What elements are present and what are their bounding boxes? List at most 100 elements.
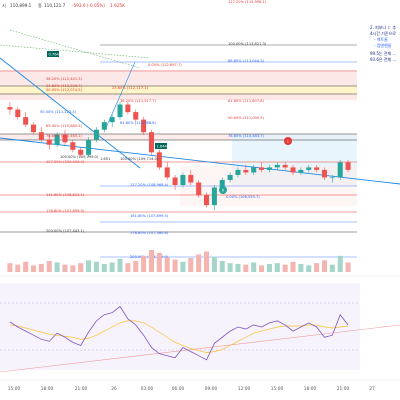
fib-label: 23.60% (112,226.7) <box>46 84 83 88</box>
fib-label: 200.00% (107,443.1) <box>46 229 85 233</box>
volume-bar <box>329 264 335 272</box>
candle-body <box>321 169 327 178</box>
candle-body <box>290 167 296 173</box>
volume-bar <box>46 261 52 272</box>
header-volume: 1.925K <box>110 3 125 8</box>
volume-bar <box>306 265 312 272</box>
time-axis-label: 03:00 <box>141 386 154 392</box>
candle-body <box>306 167 312 170</box>
fib-label: 0.00% (112,897.7) <box>148 63 182 67</box>
price-badges: 0.764 1.644 1.651 <box>47 51 168 161</box>
left-badge-bg <box>47 51 59 57</box>
volume-bar <box>86 260 92 272</box>
top-marker: 1 <box>287 140 289 144</box>
fib-label: 127.20% (109,453.4) <box>46 160 85 164</box>
fib-label: 100.00% (113,621.3) <box>228 42 267 46</box>
header-change: -593.6 (-0.05%) <box>72 3 105 8</box>
candle-body <box>211 187 217 206</box>
volume-bar <box>274 263 280 272</box>
candle-body <box>243 169 249 173</box>
volume-bar <box>31 265 37 272</box>
candle-body <box>7 107 13 110</box>
fib-label: 38.20% (112,441.3) <box>46 77 83 81</box>
fib-label: 50.00% (111,090.5) <box>228 116 265 120</box>
left-badge: 0.764 <box>49 53 60 57</box>
volume-bar <box>141 255 147 272</box>
trend-lines <box>0 29 400 185</box>
time-axis-label: 27 <box>369 386 375 392</box>
fib-label: 178.60% (107,899.9) <box>46 209 85 213</box>
resistance-zone-yellow <box>0 86 357 94</box>
candle-body <box>93 129 99 140</box>
bottom-marker: 0 <box>222 189 225 193</box>
candle-body <box>86 139 92 155</box>
dotted-guide-line <box>0 44 151 59</box>
volume-bar <box>125 263 131 272</box>
volume-bars <box>7 250 351 272</box>
volume-bar <box>70 265 76 272</box>
right-badge-bg <box>155 143 167 149</box>
fib-label: 100.00% (109,714.0) <box>120 157 159 161</box>
candle-body <box>101 122 107 130</box>
candle-body <box>15 109 21 118</box>
volume-bar <box>62 264 68 272</box>
fib-label: 50.00% (112,074.5) <box>46 88 83 92</box>
time-axis-label: 15:00 <box>8 386 21 392</box>
fib-label: 61.80% (110,968.6) <box>120 121 157 125</box>
volume-bar <box>172 259 178 272</box>
candle-body <box>298 169 304 173</box>
candle-body <box>164 167 170 178</box>
candle-body <box>188 174 194 183</box>
volume-bar <box>38 263 44 272</box>
volume-bar <box>314 263 320 272</box>
volume-bar <box>290 261 296 272</box>
candle-body <box>133 112 139 120</box>
volume-bar <box>133 261 139 272</box>
time-axis-label: 26 <box>111 386 117 392</box>
fib-label: 23.60% (112,117.1) <box>112 86 149 90</box>
volume-bar <box>196 254 202 272</box>
candle-body <box>282 164 288 168</box>
note-line-1: 2. 피보나 ㄷ 추 <box>370 24 396 30</box>
fib-labels: 127.20% (115,998.1) 100.00% (113,621.3) 88… <box>40 0 267 259</box>
volume-bar <box>164 257 170 272</box>
fib-label: 141.80% (108,623.1) <box>46 193 85 197</box>
note-line-3: - 액트롬 <box>374 36 388 42</box>
right-badge: 1.644 <box>157 145 168 149</box>
volume-bar <box>243 264 249 272</box>
candles <box>7 102 351 211</box>
candle-body <box>251 167 257 173</box>
volume-bar <box>117 258 123 272</box>
fib-label: 38.20% (111,517.7) <box>120 99 157 103</box>
candle-body <box>70 142 76 150</box>
time-axis-label: 21:00 <box>337 386 350 392</box>
time-axis-label: 15:00 <box>271 386 284 392</box>
volume-bar <box>180 261 186 272</box>
candle-body <box>266 167 272 170</box>
volume-bar <box>211 256 217 272</box>
time-axis-label: 21:00 <box>75 386 88 392</box>
rsi-background <box>0 283 360 370</box>
volume-bar <box>101 263 107 272</box>
volume-bar <box>109 262 115 272</box>
volume-bar <box>7 263 13 272</box>
candle-body <box>314 167 320 170</box>
candle-body <box>54 134 60 145</box>
candle-body <box>180 174 186 186</box>
time-axis-label: 18:00 <box>41 386 54 392</box>
volume-bar <box>337 255 343 272</box>
candle-body <box>204 195 210 206</box>
fib-label: 78.60% (110,465.1) <box>46 134 83 138</box>
volume-bar <box>298 263 304 272</box>
candle-body <box>219 179 225 188</box>
fib-label: 61.80% (111,607.8) <box>228 99 265 103</box>
chart-header: 시 110,899.1 종 110,121.7 -593.6 (-0.05%) … <box>2 3 125 8</box>
volume-bar <box>148 250 154 272</box>
time-axis-label: 12:00 <box>238 386 251 392</box>
note-line-5: 99.5는 전체 ... <box>370 50 396 56</box>
candle-body <box>117 104 123 118</box>
time-axis-label: 09:00 <box>205 386 218 392</box>
fib-label: 50.00% (111,223.3) <box>40 110 77 114</box>
annotation-notes: 2. 피보나 ㄷ 추 4시간 기준으로 - 액트롬 - 컵앤핸들 99.5는 전… <box>370 24 396 62</box>
